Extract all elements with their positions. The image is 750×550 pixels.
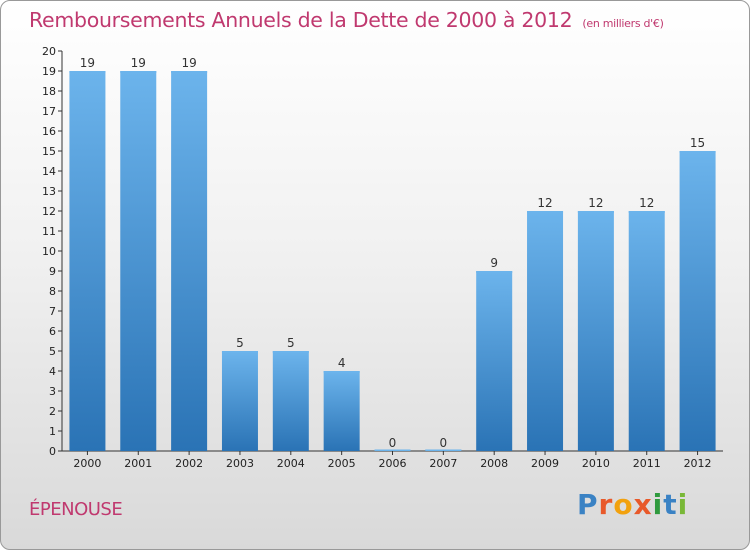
bar-top (628, 211, 665, 213)
chart-title: Remboursements Annuels de la Dette de 20… (29, 8, 664, 32)
bar (628, 211, 665, 451)
y-tick-label: 8 (49, 285, 56, 298)
y-tick-label: 15 (42, 145, 56, 158)
x-tick-label: 2002 (175, 457, 203, 470)
logo-letter: i (677, 488, 689, 521)
x-tick-label: 2008 (480, 457, 508, 470)
data-label: 12 (537, 196, 552, 210)
commune-name: ÉPENOUSE (29, 499, 123, 520)
x-tick-label: 2011 (633, 457, 661, 470)
bar (221, 351, 258, 451)
bar (272, 351, 309, 451)
chart-labels: 19 19 19 5 5 4 0 0 9 12 12 12 15 (80, 56, 705, 450)
bar-top (679, 151, 716, 153)
bar-top (323, 371, 360, 373)
bar-top (577, 211, 614, 213)
x-tick-label: 2010 (582, 457, 610, 470)
x-tick-label: 2005 (328, 457, 356, 470)
y-tick-label: 6 (49, 325, 56, 338)
data-label: 15 (690, 136, 705, 150)
bar-top (69, 71, 106, 73)
data-label: 5 (236, 336, 244, 350)
y-tick-label: 20 (42, 45, 56, 58)
y-tick-label: 11 (42, 225, 56, 238)
logo-letter: i (652, 488, 664, 521)
bar-top (527, 211, 564, 213)
bar (679, 151, 716, 451)
bar (476, 271, 513, 451)
data-label: 12 (639, 196, 654, 210)
data-label: 4 (338, 356, 346, 370)
y-tick-label: 3 (49, 385, 56, 398)
y-tick-label: 10 (42, 245, 56, 258)
x-tick-label: 2001 (124, 457, 152, 470)
y-tick-label: 12 (42, 205, 56, 218)
y-tick-label: 7 (49, 305, 56, 318)
bar (171, 71, 208, 451)
y-tick-label: 5 (49, 345, 56, 358)
data-label: 12 (588, 196, 603, 210)
bar-top (171, 71, 208, 73)
data-label: 5 (287, 336, 295, 350)
bar (69, 71, 106, 451)
y-tick-label: 13 (42, 185, 56, 198)
chart-title-text: Remboursements Annuels de la Dette de 20… (29, 8, 573, 32)
logo-letter: o (613, 488, 634, 521)
x-tick-label: 2003 (226, 457, 254, 470)
bar-top (120, 71, 157, 73)
bar (120, 71, 157, 451)
data-label: 19 (131, 56, 146, 70)
x-tick-label: 2000 (73, 457, 101, 470)
x-tick-label: 2012 (684, 457, 712, 470)
bar (527, 211, 564, 451)
y-tick-label: 9 (49, 265, 56, 278)
data-label: 9 (490, 256, 498, 270)
logo-letter: r (598, 488, 614, 521)
chart-unit: (en milliers d'€) (582, 17, 664, 30)
x-tick-label: 2006 (379, 457, 407, 470)
y-tick-label: 18 (42, 85, 56, 98)
logo-letter: t (663, 488, 678, 521)
y-tick-label: 0 (49, 445, 56, 458)
y-tick-label: 16 (42, 125, 56, 138)
data-label: 0 (440, 436, 448, 450)
bar-top (425, 449, 462, 451)
bar-top (272, 351, 309, 353)
data-label: 0 (389, 436, 397, 450)
x-tick-label: 2007 (429, 457, 457, 470)
y-tick-label: 4 (49, 365, 56, 378)
bar-top (476, 271, 513, 273)
y-tick-label: 17 (42, 105, 56, 118)
x-tick-label: 2004 (277, 457, 305, 470)
data-label: 19 (80, 56, 95, 70)
y-tick-label: 14 (42, 165, 56, 178)
bar-top (374, 449, 411, 451)
y-tick-label: 2 (49, 405, 56, 418)
proxiti-logo: Proxiti (577, 488, 688, 521)
y-tick-label: 19 (42, 65, 56, 78)
chart-bars (69, 71, 716, 451)
logo-letter: P (577, 488, 599, 521)
logo-letter: x (633, 488, 653, 521)
bar-top (221, 351, 258, 353)
data-label: 19 (181, 56, 196, 70)
bar (323, 371, 360, 451)
x-tick-label: 2009 (531, 457, 559, 470)
bar (577, 211, 614, 451)
y-tick-label: 1 (49, 425, 56, 438)
